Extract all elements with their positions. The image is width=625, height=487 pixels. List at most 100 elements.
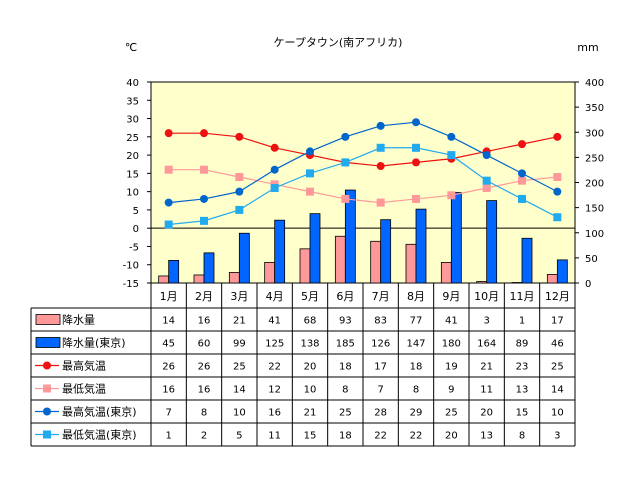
line-point: [235, 187, 244, 196]
table-cell: 26: [162, 362, 175, 373]
table-cell: 25: [445, 408, 458, 419]
bar: [486, 200, 498, 284]
table-cell: 99: [233, 339, 246, 350]
line-point: [270, 143, 279, 152]
table-cell: 1: [519, 316, 525, 327]
table-cell: 17: [374, 362, 387, 373]
left-axis-tick-label: 40: [126, 78, 139, 89]
left-axis-tick-label: -5: [129, 242, 139, 253]
line-point: [518, 169, 526, 178]
x-tick-label: 6月: [336, 290, 354, 303]
x-tick-label: 7月: [372, 290, 390, 303]
table-cell: 1: [165, 431, 171, 442]
right-axis-tick-label: 50: [585, 254, 598, 265]
table-cell: 22: [268, 362, 281, 373]
right-axis-tick-label: 300: [585, 128, 604, 139]
table-cell: 20: [445, 431, 458, 442]
table-cell: 11: [268, 431, 281, 442]
line-point: [200, 129, 208, 138]
line-point: [518, 194, 526, 203]
line-point: [235, 132, 244, 141]
line-point: [553, 213, 562, 222]
table-cell: 8: [342, 385, 348, 396]
line-point: [164, 220, 173, 229]
left-axis-tick-label: 10: [126, 188, 139, 199]
legend-key: [35, 314, 61, 325]
left-axis-tick-label: -10: [123, 261, 139, 272]
legend-label: 最低気温: [62, 382, 106, 396]
line-point: [235, 205, 244, 214]
line-point: [164, 165, 173, 174]
bar: [556, 259, 568, 284]
line-point: [412, 194, 420, 203]
table-cell: 14: [551, 385, 564, 396]
bar: [238, 232, 250, 284]
table-cell: 89: [516, 339, 529, 350]
table-cell: 45: [162, 339, 175, 350]
table-cell: 13: [480, 431, 493, 442]
legend-label: 降水量: [62, 313, 95, 327]
line-point: [164, 129, 173, 138]
line-point: [447, 151, 456, 160]
table-cell: 125: [265, 339, 284, 350]
left-axis-tick-label: -15: [123, 279, 139, 290]
bar: [440, 261, 452, 284]
right-axis-unit: mm: [577, 41, 598, 54]
bar: [546, 274, 558, 284]
table-cell: 22: [374, 431, 387, 442]
table-cell: 46: [551, 339, 564, 350]
plot-area: [150, 81, 576, 284]
table-cell: 18: [339, 431, 352, 442]
table-cell: 7: [377, 385, 383, 396]
bar: [193, 274, 205, 284]
left-axis-tick-label: 35: [126, 96, 139, 107]
legend-label: 降水量(東京): [62, 336, 126, 350]
legend-key: [35, 337, 61, 348]
line-point: [412, 158, 420, 167]
table-cell: 16: [162, 385, 175, 396]
x-tick-label: 11月: [510, 290, 535, 303]
table-cell: 16: [268, 408, 281, 419]
bar: [203, 252, 215, 284]
right-axis-tick-label: 150: [585, 204, 604, 215]
table-cell: 14: [233, 385, 246, 396]
line-point: [412, 118, 420, 127]
table-cell: 3: [554, 431, 560, 442]
table-cell: 13: [516, 385, 529, 396]
line-point: [200, 165, 208, 174]
line-point: [553, 132, 562, 141]
bar: [168, 259, 180, 284]
table-cell: 17: [551, 316, 564, 327]
series-line: [168, 169, 558, 204]
line-point: [482, 176, 491, 185]
table-cell: 77: [410, 316, 423, 327]
legend-key-marker: [43, 361, 51, 370]
line-point: [518, 140, 526, 149]
line-point: [376, 162, 385, 171]
x-tick-label: 12月: [545, 290, 570, 303]
bar: [264, 261, 276, 284]
table-cell: 164: [477, 339, 496, 350]
bar: [511, 282, 523, 284]
x-tick-label: 1月: [160, 290, 178, 303]
line-point: [376, 121, 385, 130]
bar: [334, 235, 346, 284]
table-cell: 18: [339, 362, 352, 373]
table-cell: 20: [480, 408, 493, 419]
left-axis-tick-label: 20: [126, 151, 139, 162]
line-point: [200, 194, 208, 203]
bar: [274, 219, 286, 284]
table-cell: 7: [165, 408, 171, 419]
left-axis-tick-label: 5: [133, 206, 139, 217]
table-cell: 14: [162, 316, 175, 327]
table-cell: 23: [516, 362, 529, 373]
line-point: [412, 143, 420, 152]
right-axis-tick-label: 350: [585, 103, 604, 114]
bar: [476, 281, 488, 284]
line-point: [482, 151, 491, 160]
table-cell: 126: [371, 339, 390, 350]
bar: [158, 275, 170, 284]
table-cell: 185: [336, 339, 355, 350]
legend-label: 最高気温(東京): [62, 405, 137, 419]
